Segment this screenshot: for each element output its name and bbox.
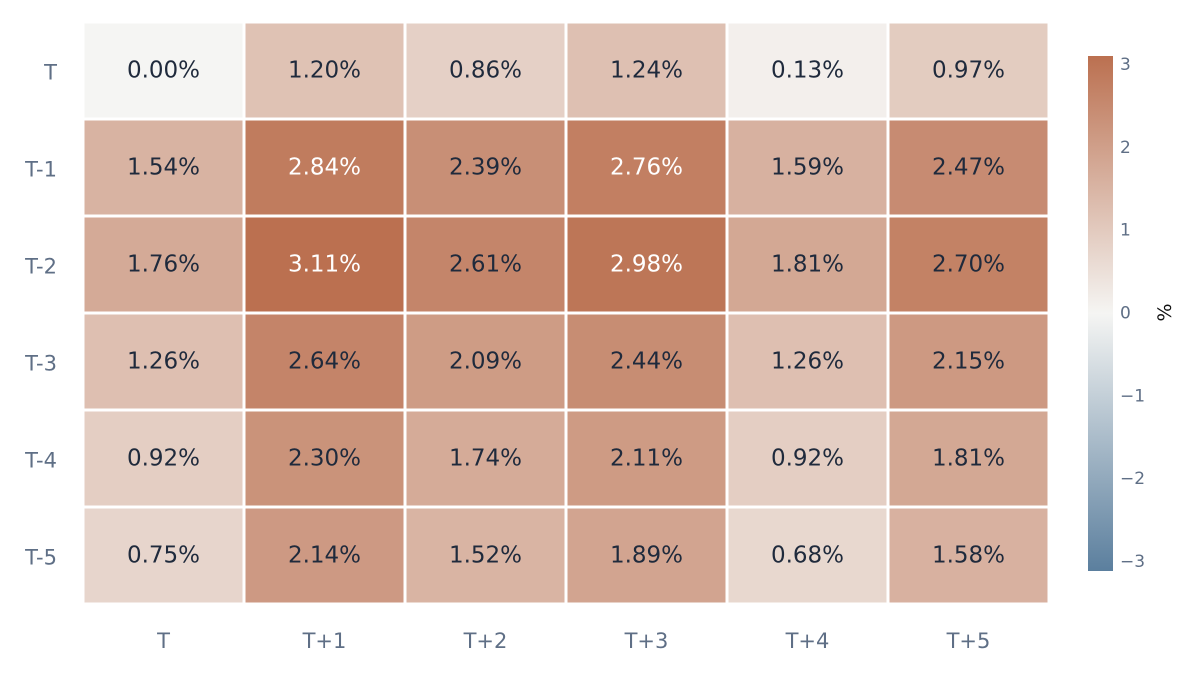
heatmap-cell [406, 411, 565, 506]
colorbar-tick-label: 3 [1120, 55, 1131, 75]
heatmap-cell [728, 508, 887, 603]
heatmap-cell [84, 217, 243, 312]
y-tick-label: T-3 [24, 352, 57, 376]
cell-value-label: 1.26% [127, 349, 200, 375]
cell-value-label: 2.98% [610, 252, 683, 278]
heatmap-cell [567, 314, 726, 409]
cell-value-label: 2.76% [610, 155, 683, 181]
cell-value-label: 2.64% [288, 349, 361, 375]
heatmap-cell [889, 217, 1048, 312]
colorbar-title: % [1154, 303, 1176, 321]
heatmap-cell [84, 314, 243, 409]
x-tick-label: T+2 [463, 629, 508, 653]
heatmap-cell [245, 23, 404, 118]
cell-value-label: 0.68% [771, 543, 844, 569]
cell-value-label: 2.09% [449, 349, 522, 375]
cell-value-label: 0.13% [771, 58, 844, 84]
cell-value-label: 1.20% [288, 58, 361, 84]
cell-value-label: 1.76% [127, 252, 200, 278]
cell-value-label: 2.39% [449, 155, 522, 181]
heatmap-cell [245, 314, 404, 409]
colorbar-tick-label: −1 [1120, 386, 1145, 406]
x-tick-label: T+5 [946, 629, 991, 653]
cell-value-label: 1.81% [932, 446, 1005, 472]
cell-value-label: 1.26% [771, 349, 844, 375]
y-tick-label: T [43, 61, 57, 85]
colorbar-tick-label: 2 [1120, 138, 1131, 158]
cell-value-label: 1.54% [127, 155, 200, 181]
heatmap-cell [84, 411, 243, 506]
cell-value-label: 2.44% [610, 349, 683, 375]
x-tick-label: T [156, 629, 170, 653]
heatmap-cell [406, 23, 565, 118]
cell-value-label: 0.97% [932, 58, 1005, 84]
heatmap-cell [84, 23, 243, 118]
heatmap-cell [889, 411, 1048, 506]
heatmap-cell [728, 120, 887, 215]
cell-value-label: 1.52% [449, 543, 522, 569]
cell-value-label: 2.70% [932, 252, 1005, 278]
heatmap-cell [889, 508, 1048, 603]
x-tick-label: T+4 [785, 629, 830, 653]
y-axis-ticks: T T-1 T-2 T-3 T-4 T-5 [24, 61, 57, 570]
cell-value-label: 1.58% [932, 543, 1005, 569]
cell-value-label: 2.84% [288, 155, 361, 181]
cell-value-label: 2.15% [932, 349, 1005, 375]
heatmap-cell [567, 23, 726, 118]
heatmap-cell [567, 217, 726, 312]
colorbar-tick-label: −3 [1120, 552, 1145, 572]
cell-value-label: 3.11% [288, 252, 361, 278]
colorbar-ticks: 3 2 1 0 −1 −2 −3 [1120, 55, 1145, 572]
cell-value-label: 2.30% [288, 446, 361, 472]
cell-value-label: 1.74% [449, 446, 522, 472]
heatmap-cell [889, 23, 1048, 118]
heatmap-cell [84, 508, 243, 603]
x-tick-label: T+3 [624, 629, 669, 653]
heatmap-cell [406, 217, 565, 312]
heatmap-cell [567, 411, 726, 506]
colorbar: 3 2 1 0 −1 −2 −3 % [1088, 55, 1176, 572]
heatmap-cell [406, 508, 565, 603]
colorbar-gradient [1088, 56, 1113, 571]
heatmap-cell [406, 120, 565, 215]
x-tick-label: T+1 [302, 629, 347, 653]
cell-value-label: 1.89% [610, 543, 683, 569]
cell-value-label: 1.59% [771, 155, 844, 181]
colorbar-tick-label: 1 [1120, 221, 1131, 241]
colorbar-tick-label: −2 [1120, 469, 1145, 489]
cell-value-label: 2.14% [288, 543, 361, 569]
heatmap-cell [728, 314, 887, 409]
heatmap-cell [889, 314, 1048, 409]
heatmap-cell [245, 508, 404, 603]
cell-value-label: 2.11% [610, 446, 683, 472]
heatmap-cell [84, 120, 243, 215]
heatmap-cell [889, 120, 1048, 215]
heatmap-cell [728, 23, 887, 118]
heatmap-cell [406, 314, 565, 409]
cell-value-label: 1.81% [771, 252, 844, 278]
y-tick-label: T-4 [24, 449, 57, 473]
cell-value-label: 2.47% [932, 155, 1005, 181]
heatmap-cell [728, 217, 887, 312]
y-tick-label: T-5 [24, 546, 57, 570]
heatmap-cells: 0.00% 1.20% 0.86% 1.24% 0.13% 0.97% 1.54% 2.84%… [84, 23, 1048, 603]
cell-value-label: 0.75% [127, 543, 200, 569]
cell-value-label: 1.24% [610, 58, 683, 84]
colorbar-tick-label: 0 [1120, 304, 1131, 324]
cell-value-label: 0.00% [127, 58, 200, 84]
heatmap-cell [245, 411, 404, 506]
heatmap-cell [245, 120, 404, 215]
y-tick-label: T-1 [24, 158, 57, 182]
x-axis-ticks: T T+1 T+2 T+3 T+4 T+5 [156, 629, 990, 653]
y-tick-label: T-2 [24, 255, 57, 279]
cell-value-label: 0.92% [771, 446, 844, 472]
cell-value-label: 2.61% [449, 252, 522, 278]
heatmap-cell [567, 120, 726, 215]
heatmap-cell [728, 411, 887, 506]
heatmap-cell [567, 508, 726, 603]
cell-value-label: 0.86% [449, 58, 522, 84]
heatmap-cell [245, 217, 404, 312]
cell-value-label: 0.92% [127, 446, 200, 472]
